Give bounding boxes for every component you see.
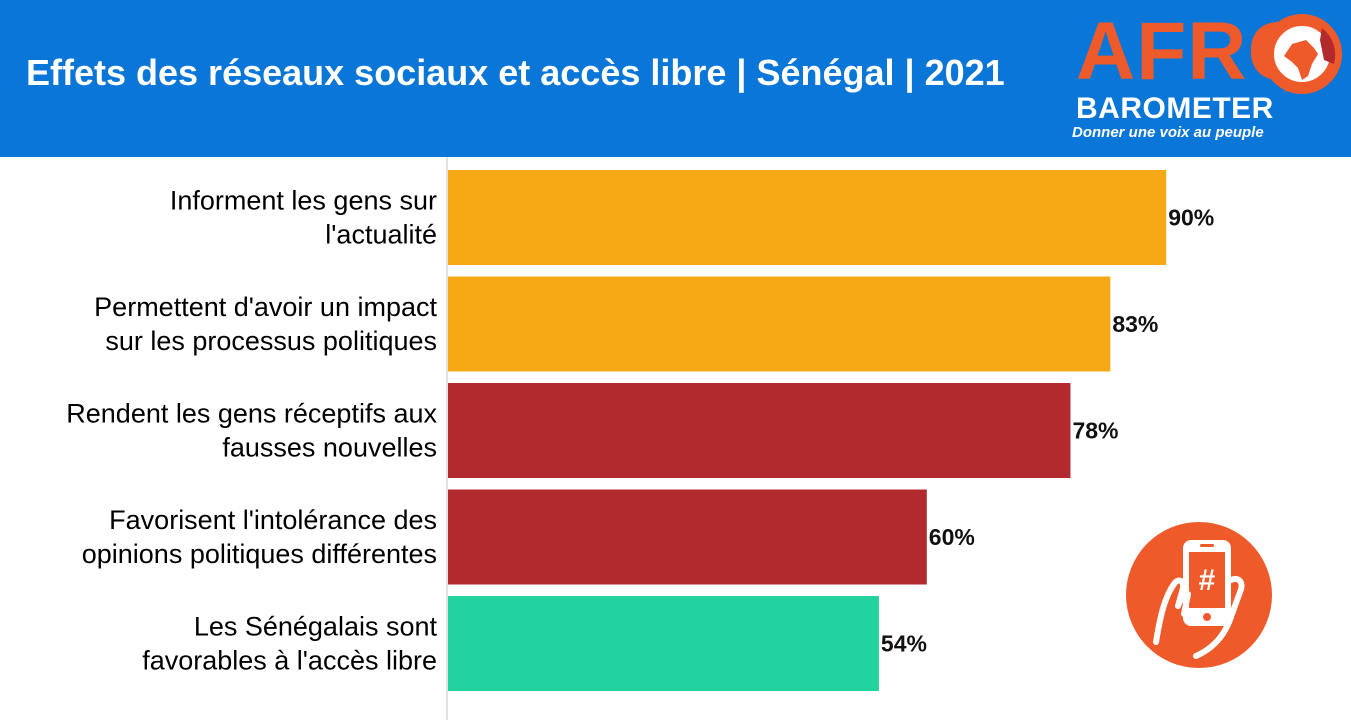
category-label-2-line-1: Permettent d'avoir un impact (94, 292, 437, 322)
bar-4 (448, 489, 927, 585)
category-label-2-line-2: sur les processus politiques (105, 326, 437, 356)
value-labels-layer: 90% 83% 78% 60% 54% (881, 205, 1214, 657)
category-label-3-line-1: Rendent les gens réceptifs aux (66, 399, 437, 429)
value-label-5: 54% (881, 631, 927, 657)
bar-2 (448, 276, 1111, 372)
logo-tagline: Donner une voix au peuple (1072, 124, 1264, 141)
value-label-3: 78% (1072, 418, 1118, 444)
bar-5 (448, 596, 879, 691)
header-banner: Effets des réseaux sociaux et accès libr… (0, 0, 1351, 157)
category-label-3-line-2: fausses nouvelles (222, 433, 437, 463)
logo-barometer-text: BAROMETER (1076, 92, 1274, 125)
category-label-4-line-1: Favorisent l'intolérance des (109, 505, 437, 535)
value-label-4: 60% (929, 524, 975, 550)
africa-globe-icon (1262, 14, 1342, 94)
value-label-1: 90% (1168, 205, 1214, 231)
bar-3 (448, 383, 1071, 478)
category-label-4-line-2: opinions politiques différentes (82, 539, 437, 569)
category-label-5-line-2: favorables à l'accès libre (142, 646, 437, 676)
value-label-2: 83% (1112, 311, 1158, 337)
category-labels-layer: Informent les gens sur l'actualité Permett… (66, 186, 437, 676)
bar-chart: Informent les gens sur l'actualité Permett… (66, 157, 1214, 720)
bar-1 (448, 170, 1167, 265)
category-label-5-line-1: Les Sénégalais sont (194, 612, 438, 642)
smartphone-hashtag-icon: # (1126, 522, 1272, 668)
category-label-1-line-1: Informent les gens sur (170, 186, 437, 216)
category-label-1-line-2: l'actualité (325, 220, 437, 250)
bars-layer (448, 170, 1167, 691)
svg-text:#: # (1199, 564, 1216, 597)
afrobarometer-logo: AFRO BAROMETER Donner une voix au peuple (1066, 6, 1346, 150)
chart-title: Effets des réseaux sociaux et accès libr… (26, 52, 1005, 93)
